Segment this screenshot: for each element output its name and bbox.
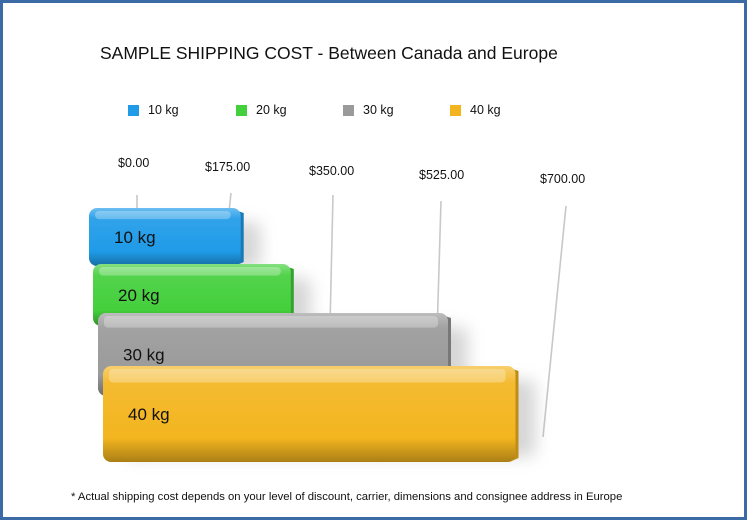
- x-tick-label: $0.00: [118, 156, 149, 170]
- legend-swatch: [128, 104, 139, 116]
- x-tick-label: $700.00: [540, 172, 585, 186]
- legend-swatch: [450, 104, 461, 116]
- bar: [89, 208, 244, 266]
- bar-label: 40 kg: [128, 405, 170, 424]
- legend-label: 10 kg: [148, 103, 179, 117]
- legend-label: 40 kg: [470, 103, 501, 117]
- legend-item: 30 kg: [343, 103, 394, 117]
- legend-item: 40 kg: [450, 103, 501, 117]
- legend-label: 30 kg: [363, 103, 394, 117]
- bar-label: 10 kg: [114, 228, 156, 247]
- legend-item: 10 kg: [128, 103, 179, 117]
- gridline: [329, 194, 334, 326]
- bar-label: 20 kg: [118, 286, 160, 305]
- bar: [103, 366, 519, 462]
- legend-label: 20 kg: [256, 103, 287, 117]
- bar-chart: $0.00 $175.00 $350.00 $525.00 $700.00 10 kg 20…: [89, 156, 585, 462]
- legend-swatch: [343, 104, 354, 116]
- legend-swatch: [236, 104, 247, 116]
- legend-item: 20 kg: [236, 103, 287, 117]
- x-tick-label: $175.00: [205, 160, 250, 174]
- bar: [93, 264, 294, 326]
- x-tick-label: $525.00: [419, 168, 464, 182]
- x-tick-label: $350.00: [309, 164, 354, 178]
- gridline: [436, 200, 442, 336]
- footnote: * Actual shipping cost depends on your l…: [71, 491, 623, 503]
- gridline: [542, 205, 567, 438]
- bar-label: 30 kg: [123, 346, 165, 365]
- chart-title: SAMPLE SHIPPING COST - Between Canada an…: [100, 43, 558, 63]
